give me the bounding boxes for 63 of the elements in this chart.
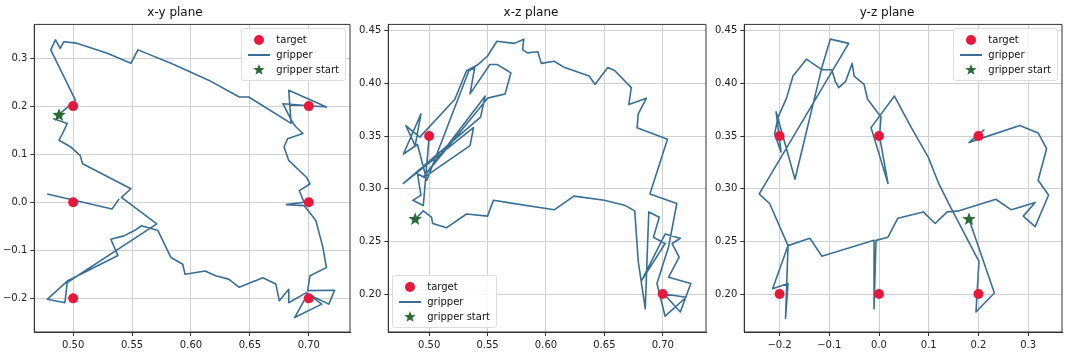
x-tick-label: −0.1 xyxy=(817,338,842,350)
x-tick-label: 0.70 xyxy=(297,338,320,350)
y-tick-label: 0.35 xyxy=(359,129,382,141)
legend-label: target xyxy=(276,34,307,46)
y-tick-label: −0.1 xyxy=(2,243,28,255)
x-tick-label: 0.65 xyxy=(238,338,261,350)
x-tick-label: 0.1 xyxy=(920,338,937,350)
legend-label: target xyxy=(427,281,458,292)
x-tick-label: 0.55 xyxy=(120,338,144,350)
y-tick-label: 0.30 xyxy=(715,182,738,194)
legend-label: target xyxy=(988,34,1019,46)
y-tick-label: 0.30 xyxy=(359,182,382,194)
point xyxy=(874,289,885,300)
y-tick-label: 0.25 xyxy=(715,235,738,246)
point xyxy=(657,289,668,300)
y-tick-label: 0.45 xyxy=(359,24,382,36)
y-tick-label: 0.20 xyxy=(359,287,382,299)
x-tick-label: 0.3 xyxy=(1020,338,1037,350)
point xyxy=(973,289,984,300)
point xyxy=(68,293,79,304)
x-tick-label: −0.2 xyxy=(767,338,792,350)
y-tick-label: 0.20 xyxy=(715,287,738,299)
y-tick-label: 0.2 xyxy=(11,99,28,111)
x-tick-label: 0.70 xyxy=(651,338,674,350)
point xyxy=(68,197,79,208)
chart-title: y-z plane xyxy=(859,5,915,20)
legend-label: gripper xyxy=(427,296,464,307)
legend-label: gripper start xyxy=(427,311,490,322)
x-tick-label: 0.50 xyxy=(418,338,441,350)
point xyxy=(408,212,422,225)
point xyxy=(774,131,785,142)
point xyxy=(68,101,79,112)
point xyxy=(303,293,314,304)
point xyxy=(303,101,314,112)
y-tick-label: 0.35 xyxy=(715,129,738,141)
legend-label: gripper start xyxy=(276,64,339,76)
point xyxy=(424,131,435,142)
x-tick-label: 0.65 xyxy=(593,338,616,350)
point xyxy=(52,108,66,121)
legend-label: gripper xyxy=(988,49,1025,61)
y-tick-label: 0.40 xyxy=(715,76,738,88)
y-tick-label: 0.1 xyxy=(11,147,28,159)
x-tick-label: 0.50 xyxy=(62,338,85,350)
point xyxy=(973,131,984,142)
chart-title: x-y plane xyxy=(147,5,203,20)
y-tick-label: 0.45 xyxy=(715,24,738,36)
y-tick-label: 0.0 xyxy=(11,195,28,207)
x-tick-label: 0.55 xyxy=(476,338,499,350)
y-tick-label: 0.3 xyxy=(11,51,28,63)
y-tick-label: 0.40 xyxy=(359,76,382,88)
x-tick-label: 0.2 xyxy=(970,338,987,350)
legend-label: gripper start xyxy=(988,64,1051,76)
point xyxy=(774,289,785,300)
y-tick-label: −0.2 xyxy=(2,291,28,303)
point xyxy=(303,197,314,208)
legend-label: gripper xyxy=(276,49,313,61)
point xyxy=(962,212,976,225)
x-tick-label: 0.60 xyxy=(534,338,558,350)
x-tick-label: 0.0 xyxy=(871,338,887,350)
chart-title: x-z plane xyxy=(503,5,559,20)
y-tick-label: 0.25 xyxy=(359,235,382,246)
x-tick-label: 0.60 xyxy=(179,338,203,350)
point xyxy=(874,131,885,142)
